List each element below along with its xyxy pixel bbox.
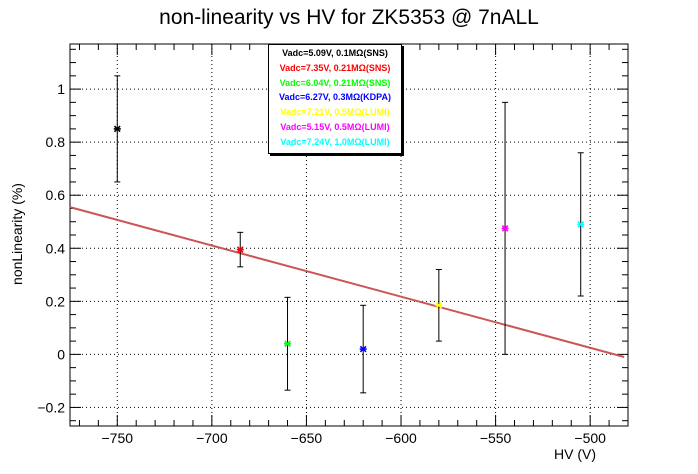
x-tick-label: −750 bbox=[102, 430, 134, 446]
data-point bbox=[359, 345, 367, 353]
fit-line bbox=[69, 206, 625, 358]
legend-entry: Vadc=5.15V, 0.5MΩ(LUMI) bbox=[280, 122, 390, 132]
data-point bbox=[435, 301, 443, 309]
data-point bbox=[236, 246, 244, 253]
x-tick-label: −600 bbox=[385, 430, 417, 446]
y-tick-label: −0.2 bbox=[37, 399, 65, 415]
y-tick-label: 1 bbox=[57, 81, 65, 97]
legend-entry: Vadc=6.27V, 0.3MΩ(KDPA) bbox=[278, 92, 392, 103]
chart-title: non-linearity vs HV for ZK5353 @ 7nALL bbox=[159, 6, 539, 29]
x-tick-label: −550 bbox=[480, 430, 512, 446]
data-point bbox=[501, 225, 509, 232]
y-tick-label: 0.2 bbox=[46, 293, 66, 309]
legend-entry: Vadc=6.04V, 0.21MΩ(SNS) bbox=[279, 77, 391, 88]
legend-entry: Vadc=7.21V, 0.5MΩ(LUMI) bbox=[280, 107, 390, 118]
data-point bbox=[577, 221, 585, 228]
legend-entry: Vadc=7.35V, 0.21MΩ(SNS) bbox=[279, 62, 391, 73]
y-tick-label: 0.4 bbox=[46, 240, 66, 256]
legend-box: Vadc=5.09V, 0.1MΩ(SNS) Vadc=7.35V, 0.21MΩ… bbox=[268, 44, 402, 154]
y-tick-label: 0.8 bbox=[46, 134, 66, 150]
y-tick-label: 0.6 bbox=[46, 187, 66, 203]
y-axis-label: nonLinearity (%) bbox=[9, 183, 25, 285]
data-point bbox=[113, 125, 121, 133]
y-tick-label: 0 bbox=[57, 346, 65, 362]
legend-entry: Vadc=5.09V, 0.1MΩ(SNS) bbox=[282, 48, 388, 58]
x-tick-label: −500 bbox=[574, 430, 606, 446]
x-tick-label: −700 bbox=[196, 430, 228, 446]
legend-entry: Vadc=7.24V, 1.0MΩ(LUMI) bbox=[280, 136, 390, 147]
data-point bbox=[284, 340, 292, 348]
x-tick-label: −650 bbox=[291, 430, 323, 446]
x-axis-label: HV (V) bbox=[554, 446, 596, 462]
